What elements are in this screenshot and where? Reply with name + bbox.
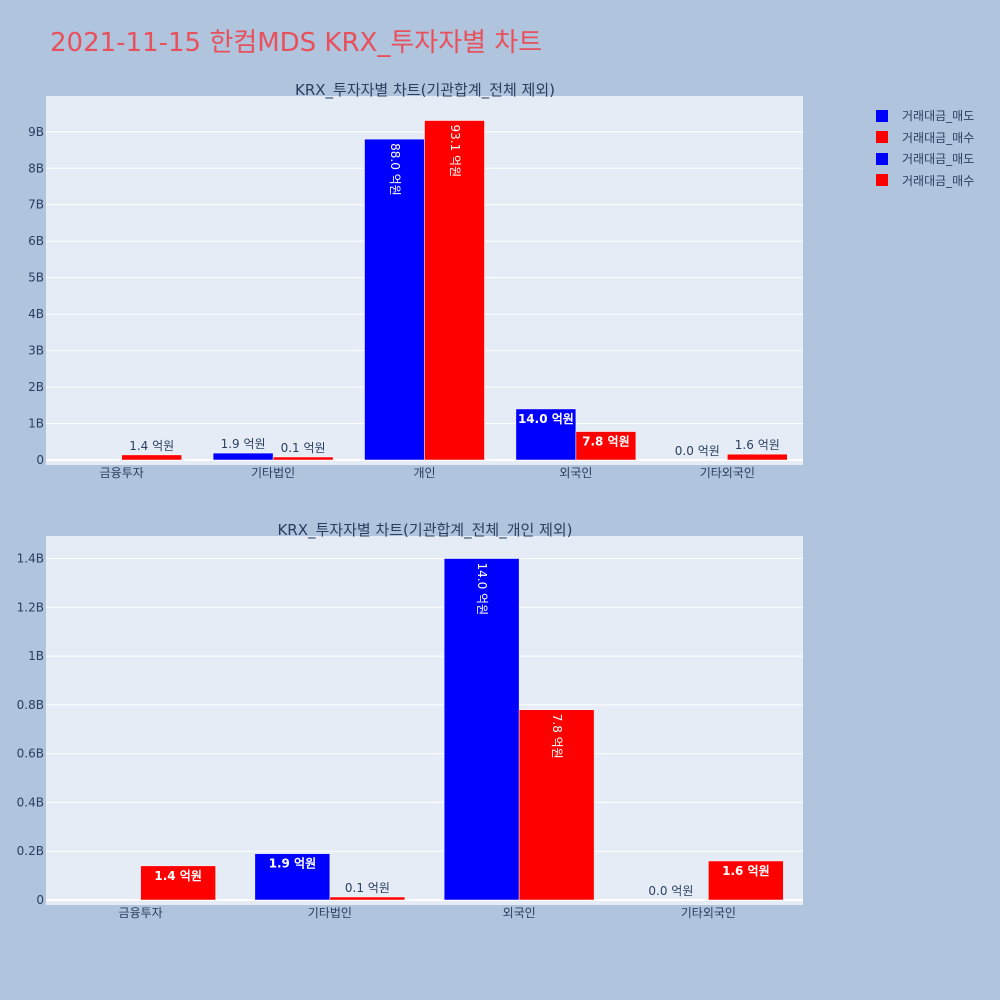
data-label: 1.9 억원 bbox=[269, 857, 317, 871]
y-tick-label: 0.6B bbox=[17, 747, 44, 761]
bar bbox=[727, 453, 788, 461]
y-tick-label: 0.4B bbox=[17, 795, 44, 809]
bar bbox=[708, 860, 784, 901]
data-label: 1.6 억원 bbox=[735, 438, 780, 452]
y-tick-label: 6B bbox=[28, 234, 44, 248]
y-tick-label: 1.2B bbox=[17, 600, 44, 614]
data-label: 0.0 억원 bbox=[648, 884, 693, 898]
legend-label: 거래대금_매도 bbox=[902, 152, 975, 167]
y-tick-label: 0.8B bbox=[17, 698, 44, 712]
bar bbox=[575, 431, 637, 461]
y-tick-label: 7B bbox=[28, 198, 44, 212]
x-tick-label: 개인 bbox=[413, 466, 435, 480]
bar bbox=[272, 456, 334, 461]
bar bbox=[140, 865, 216, 901]
legend-item-sell-1[interactable]: 거래대금_매도 bbox=[876, 105, 974, 127]
legend-label: 거래대금_매수 bbox=[902, 173, 975, 188]
chart-title: KRX_투자자별 차트(기관합계_전체_개인 제외) bbox=[277, 521, 572, 540]
y-tick-label: 0 bbox=[36, 453, 44, 467]
y-tick-label: 1B bbox=[28, 417, 44, 431]
legend-item-sell-2[interactable]: 거래대금_매도 bbox=[876, 148, 974, 170]
y-tick-label: 5B bbox=[28, 271, 44, 285]
x-tick-label: 외국인 bbox=[503, 906, 536, 920]
data-label: 1.4 억원 bbox=[129, 439, 174, 453]
y-tick-label: 0.2B bbox=[17, 844, 44, 858]
legend-item-buy-1[interactable]: 거래대금_매수 bbox=[876, 127, 974, 149]
data-label: 93.1 억원 bbox=[448, 125, 462, 178]
x-tick-label: 금융투자 bbox=[119, 906, 163, 920]
y-tick-label: 9B bbox=[28, 125, 44, 139]
data-label: 0.1 억원 bbox=[345, 881, 390, 895]
bar bbox=[329, 896, 406, 901]
y-tick-label: 1.4B bbox=[17, 552, 44, 566]
legend-swatch-buy bbox=[876, 131, 888, 144]
chart-title: KRX_투자자별 차트(기관합계_전체 제외) bbox=[295, 81, 555, 100]
legend[interactable]: 거래대금_매도 거래대금_매수 거래대금_매도 거래대금_매수 bbox=[876, 105, 974, 191]
y-tick-label: 2B bbox=[28, 380, 44, 394]
bar bbox=[515, 408, 577, 461]
bar bbox=[424, 120, 485, 461]
data-label: 0.1 억원 bbox=[281, 441, 326, 455]
data-label: 0.0 억원 bbox=[675, 444, 720, 458]
bar bbox=[121, 454, 182, 461]
y-tick-label: 1B bbox=[28, 649, 44, 663]
x-tick-label: 기타법인 bbox=[308, 906, 352, 920]
y-tick-label: 3B bbox=[28, 344, 44, 358]
legend-swatch-sell bbox=[876, 109, 888, 122]
legend-swatch-buy bbox=[876, 174, 888, 187]
data-label: 88.0 억원 bbox=[388, 143, 402, 196]
legend-item-buy-2[interactable]: 거래대금_매수 bbox=[876, 170, 974, 192]
data-label: 14.0 억원 bbox=[518, 412, 574, 426]
x-tick-label: 기타외국인 bbox=[681, 906, 736, 920]
x-tick-label: 기타외국인 bbox=[700, 466, 755, 480]
bar bbox=[443, 558, 520, 901]
x-tick-label: 기타법인 bbox=[251, 466, 295, 480]
data-label: 1.6 억원 bbox=[722, 864, 770, 878]
legend-label: 거래대금_매수 bbox=[902, 130, 975, 145]
data-label: 7.8 억원 bbox=[582, 435, 630, 449]
legend-swatch-sell bbox=[876, 152, 888, 165]
data-label: 1.4 억원 bbox=[154, 869, 202, 883]
data-label: 1.9 억원 bbox=[221, 437, 266, 451]
legend-label: 거래대금_매도 bbox=[902, 109, 975, 124]
bar bbox=[212, 452, 274, 461]
plot-area bbox=[46, 536, 803, 905]
bar bbox=[254, 853, 331, 901]
y-tick-label: 0 bbox=[36, 893, 44, 907]
x-tick-label: 외국인 bbox=[559, 466, 592, 480]
bar bbox=[518, 709, 595, 901]
data-label: 7.8 억원 bbox=[550, 714, 564, 759]
y-tick-label: 8B bbox=[28, 161, 44, 175]
y-tick-label: 4B bbox=[28, 307, 44, 321]
page-title: 2021-11-15 한컴MDS KRX_투자자별 차트 bbox=[50, 28, 543, 58]
bar bbox=[364, 138, 425, 461]
data-label: 14.0 억원 bbox=[475, 563, 489, 616]
x-tick-label: 금융투자 bbox=[100, 466, 144, 480]
